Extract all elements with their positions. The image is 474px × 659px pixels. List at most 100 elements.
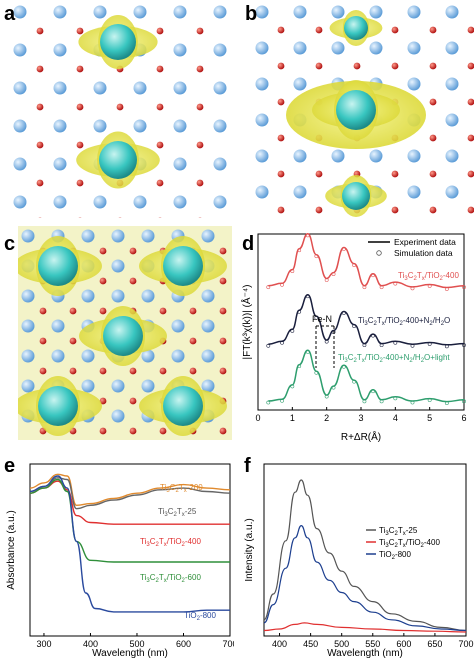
ti-atom-marker bbox=[407, 149, 421, 163]
ti-atom-marker bbox=[293, 185, 307, 199]
panel-b bbox=[244, 0, 474, 218]
o-atom-marker bbox=[219, 427, 227, 435]
o-atom-marker bbox=[196, 65, 204, 73]
data-point bbox=[362, 285, 367, 290]
x-axis-label: Wavelength (nm) bbox=[92, 648, 168, 659]
charge-sphere bbox=[38, 246, 78, 286]
data-point bbox=[352, 263, 357, 268]
o-atom-marker bbox=[219, 247, 227, 255]
charge-density-map-c bbox=[18, 226, 232, 440]
ti-atom-marker bbox=[21, 379, 35, 393]
ti-atom-marker bbox=[13, 81, 27, 95]
ti-atom-marker bbox=[141, 379, 155, 393]
o-atom-marker bbox=[315, 206, 323, 214]
ti-atom-marker bbox=[293, 149, 307, 163]
o-atom-marker bbox=[315, 170, 323, 178]
o-atom-marker bbox=[99, 427, 107, 435]
data-point bbox=[331, 272, 336, 276]
ti-atom-marker bbox=[331, 41, 345, 55]
ti-atom-marker bbox=[93, 5, 107, 19]
ti-atom-marker bbox=[21, 289, 35, 303]
series-label-2: Ti3C2Tx-25 bbox=[158, 507, 197, 518]
fe-n-annotation: Fe-N bbox=[312, 314, 332, 324]
o-atom-marker bbox=[315, 26, 323, 34]
o-atom-marker bbox=[69, 307, 77, 315]
series-lines bbox=[263, 479, 467, 633]
ti-atom-marker bbox=[133, 81, 147, 95]
series-lines bbox=[29, 473, 231, 613]
o-atom-marker bbox=[219, 367, 227, 375]
ti-atom-marker bbox=[133, 195, 147, 209]
o-atom-marker bbox=[116, 103, 124, 111]
legend-entry-1: Ti3C2Tx-25 bbox=[379, 526, 418, 537]
o-atom-marker bbox=[69, 337, 77, 345]
chart-photoluminescence: Intensity (a.u.) Wavelength (nm) 400 450 5… bbox=[244, 463, 474, 659]
ti-atom-marker bbox=[201, 319, 215, 333]
panel-label-b: b bbox=[245, 3, 258, 25]
o-atom-marker bbox=[76, 179, 84, 187]
ti-atom-marker bbox=[173, 195, 187, 209]
x-tick-label: 700 bbox=[222, 639, 234, 649]
data-point bbox=[462, 399, 466, 404]
data-point bbox=[410, 343, 415, 348]
o-atom-marker bbox=[429, 206, 437, 214]
ti-atom-marker bbox=[93, 195, 107, 209]
o-atom-marker bbox=[277, 26, 285, 34]
data-point bbox=[371, 273, 375, 278]
ti-atom-marker bbox=[111, 409, 125, 423]
o-atom-marker bbox=[76, 103, 84, 111]
data-point bbox=[305, 349, 310, 354]
o-atom-marker bbox=[353, 62, 361, 70]
ti-atom-marker bbox=[93, 81, 107, 95]
ti-atom-marker bbox=[445, 77, 459, 91]
o-atom-marker bbox=[467, 62, 474, 70]
o-atom-marker bbox=[129, 427, 137, 435]
ti-atom-marker bbox=[255, 149, 269, 163]
data-point bbox=[305, 294, 310, 299]
o-atom-marker bbox=[36, 65, 44, 73]
ti-atom-marker bbox=[133, 5, 147, 19]
data-point bbox=[305, 233, 310, 238]
o-atom-marker bbox=[99, 277, 107, 285]
o-atom-marker bbox=[156, 179, 164, 187]
o-atom-marker bbox=[429, 98, 437, 106]
data-point bbox=[410, 400, 415, 405]
x-tick-label: 0 bbox=[255, 413, 260, 423]
o-atom-marker bbox=[39, 337, 47, 345]
data-point bbox=[393, 281, 398, 286]
o-atom-marker bbox=[315, 62, 323, 70]
o-atom-marker bbox=[277, 170, 285, 178]
o-atom-marker bbox=[159, 367, 167, 375]
ti-atom-marker bbox=[445, 41, 459, 55]
data-point bbox=[341, 311, 346, 315]
ti-atom-marker bbox=[53, 195, 67, 209]
ti-atom-marker bbox=[213, 195, 227, 209]
ti-atom-marker bbox=[407, 5, 421, 19]
o-atom-marker bbox=[129, 247, 137, 255]
charge-sphere bbox=[99, 141, 137, 179]
ti-atom-marker bbox=[13, 5, 27, 19]
o-atom-marker bbox=[189, 337, 197, 345]
legend-entry-2: Ti3C2Tx/TiO2-400 bbox=[379, 538, 440, 549]
charge-density-map-b bbox=[255, 5, 474, 217]
data-point bbox=[462, 285, 466, 290]
data-point bbox=[314, 370, 319, 375]
data-point bbox=[324, 339, 329, 344]
plot-frame bbox=[263, 463, 467, 637]
o-atom-marker bbox=[467, 134, 474, 142]
ti-atom-marker bbox=[201, 229, 215, 243]
o-atom-marker bbox=[159, 307, 167, 315]
panel-label-d: d bbox=[242, 233, 255, 255]
ti-atom-marker bbox=[111, 259, 125, 273]
data-point bbox=[341, 364, 346, 369]
o-atom-marker bbox=[196, 179, 204, 187]
ti-atom-marker bbox=[445, 149, 459, 163]
ti-atom-marker bbox=[201, 289, 215, 303]
ti-atom-marker bbox=[173, 81, 187, 95]
o-atom-marker bbox=[129, 367, 137, 375]
series-line bbox=[263, 524, 467, 632]
x-ticks: 300 400 500 600 700 bbox=[36, 633, 234, 649]
o-atom-marker bbox=[69, 367, 77, 375]
series-label-2: Ti3C2Tx/TiO2-400+N2/H2O bbox=[358, 316, 450, 327]
ti-atom-marker bbox=[407, 41, 421, 55]
